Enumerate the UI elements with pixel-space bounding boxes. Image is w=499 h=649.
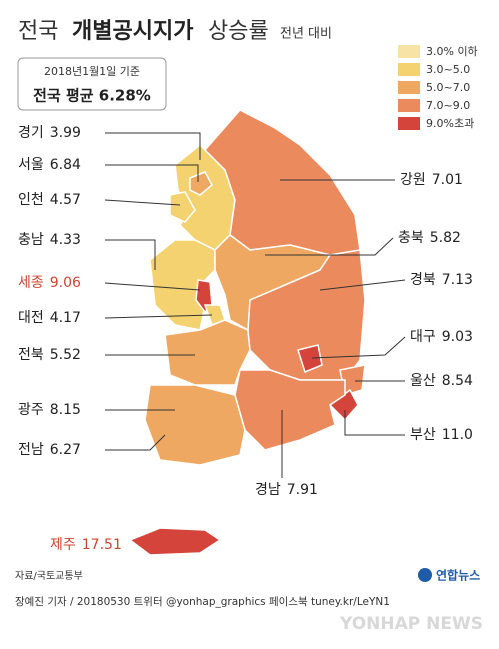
- region: [164, 319, 251, 386]
- legend-label: 3.0% 이하: [426, 44, 478, 58]
- legend-swatch: [398, 117, 420, 130]
- region-value: 7.13: [442, 272, 473, 288]
- region: [128, 527, 222, 556]
- footer: 장예진 기자 / 20180530 트위터 @yonhap_graphics 페…: [15, 595, 390, 608]
- region: [189, 171, 213, 196]
- leader-line: [105, 164, 199, 182]
- region-name: 인천: [18, 192, 44, 208]
- leader-line: [105, 239, 156, 270]
- region: [149, 239, 216, 331]
- region-value: 7.91: [287, 482, 318, 498]
- legend-label: 5.0~7.0: [426, 81, 470, 94]
- leader-line: [105, 434, 166, 451]
- leader-line: [104, 199, 181, 206]
- map: 경기 3.99 서울 6.84 인천 4.57 충남 4.33 세종 9.06 대전 4.17 전북 5.…: [18, 109, 473, 556]
- region-label: 경기 3.99: [18, 125, 81, 141]
- region-name: 충북: [398, 230, 424, 246]
- region-label: 강원 7.01: [400, 172, 463, 188]
- region-name: 전남: [18, 442, 44, 458]
- region-label: 경남 7.91: [255, 482, 318, 498]
- info-box: [17, 57, 167, 111]
- legend-label: 3.0~5.0: [426, 63, 470, 76]
- region-label: 경북 7.13: [410, 272, 473, 288]
- legend-swatch: [398, 45, 420, 58]
- region-label: 부산 11.0: [410, 427, 473, 443]
- region-name: 광주: [18, 402, 44, 418]
- region-label: 전북 5.52: [18, 347, 81, 363]
- region: [169, 191, 196, 223]
- region-value: 9.06: [50, 275, 81, 291]
- leader-line: [319, 279, 406, 291]
- logo: 연합뉴스: [436, 568, 480, 583]
- region-name: 울산: [410, 373, 436, 389]
- source: 자료/국토교통부: [15, 570, 83, 582]
- region: [297, 344, 323, 374]
- info-date: 2018년1월1일 기준: [44, 64, 140, 78]
- watermark: YONHAP NEWS: [339, 614, 483, 634]
- leader-line: [344, 410, 405, 436]
- region-name: 제주: [50, 537, 76, 553]
- region-value: 5.52: [50, 347, 81, 363]
- info-average: 전국 평균 6.28%: [33, 87, 151, 105]
- legend-label: 7.0~9.0: [426, 99, 470, 112]
- legend-swatch: [398, 99, 420, 112]
- title-suffix: 상승률: [208, 19, 269, 44]
- region-value: 17.51: [82, 537, 122, 553]
- subtitle: 전년 대비: [280, 27, 332, 42]
- region-value: 3.99: [50, 125, 81, 141]
- leader-line: [265, 237, 394, 256]
- region-value: 8.15: [50, 402, 81, 418]
- region-name: 대구: [410, 329, 436, 345]
- region: [234, 369, 346, 451]
- legend-label: 9.0%초과: [426, 117, 474, 130]
- region-name: 경기: [18, 125, 44, 141]
- region-value: 5.82: [430, 230, 461, 246]
- region-name: 강원: [400, 172, 426, 188]
- region-name: 대전: [18, 310, 44, 326]
- region-name: 경북: [410, 272, 436, 288]
- legend: 3.0% 이하 3.0~5.0 5.0~7.0 7.0~9.0 9.0%초과: [398, 44, 478, 130]
- title-prefix: 전국: [18, 19, 58, 44]
- region-value: 4.33: [50, 232, 81, 248]
- region-value: 9.03: [442, 329, 473, 345]
- region-value: 4.57: [50, 192, 81, 208]
- region-name: 전북: [18, 347, 44, 363]
- region-label: 세종 9.06: [18, 275, 81, 291]
- region-value: 11.0: [442, 427, 473, 443]
- leader-line: [104, 282, 201, 291]
- legend-swatch: [398, 81, 420, 94]
- region-name: 충남: [18, 232, 44, 248]
- region-label: 광주 8.15: [18, 402, 81, 418]
- region-label: 충남 4.33: [18, 232, 81, 248]
- leader-line: [105, 132, 201, 160]
- logo-icon: [418, 568, 432, 582]
- legend-swatch: [398, 63, 420, 76]
- region-label: 제주 17.51: [50, 537, 122, 553]
- region-name: 세종: [18, 275, 44, 291]
- region-label: 전남 6.27: [18, 442, 81, 458]
- region-name: 경남: [255, 482, 281, 498]
- region-label: 충북 5.82: [398, 230, 461, 246]
- leader-line: [104, 314, 213, 319]
- region-value: 6.27: [50, 442, 81, 458]
- region-value: 6.84: [50, 157, 81, 173]
- region: [247, 249, 366, 381]
- title-main: 개별공시지가: [72, 19, 193, 44]
- region: [144, 384, 246, 466]
- region-label: 대구 9.03: [410, 329, 473, 345]
- region-label: 서울 6.84: [18, 157, 81, 173]
- region-label: 인천 4.57: [18, 192, 81, 208]
- region-name: 부산: [410, 427, 436, 443]
- region-label: 울산 8.54: [410, 373, 473, 389]
- region-value: 7.01: [432, 172, 463, 188]
- region-value: 4.17: [50, 310, 81, 326]
- region-label: 대전 4.17: [18, 310, 81, 326]
- region-name: 서울: [18, 157, 44, 173]
- region-value: 8.54: [442, 373, 473, 389]
- leader-line: [311, 336, 406, 359]
